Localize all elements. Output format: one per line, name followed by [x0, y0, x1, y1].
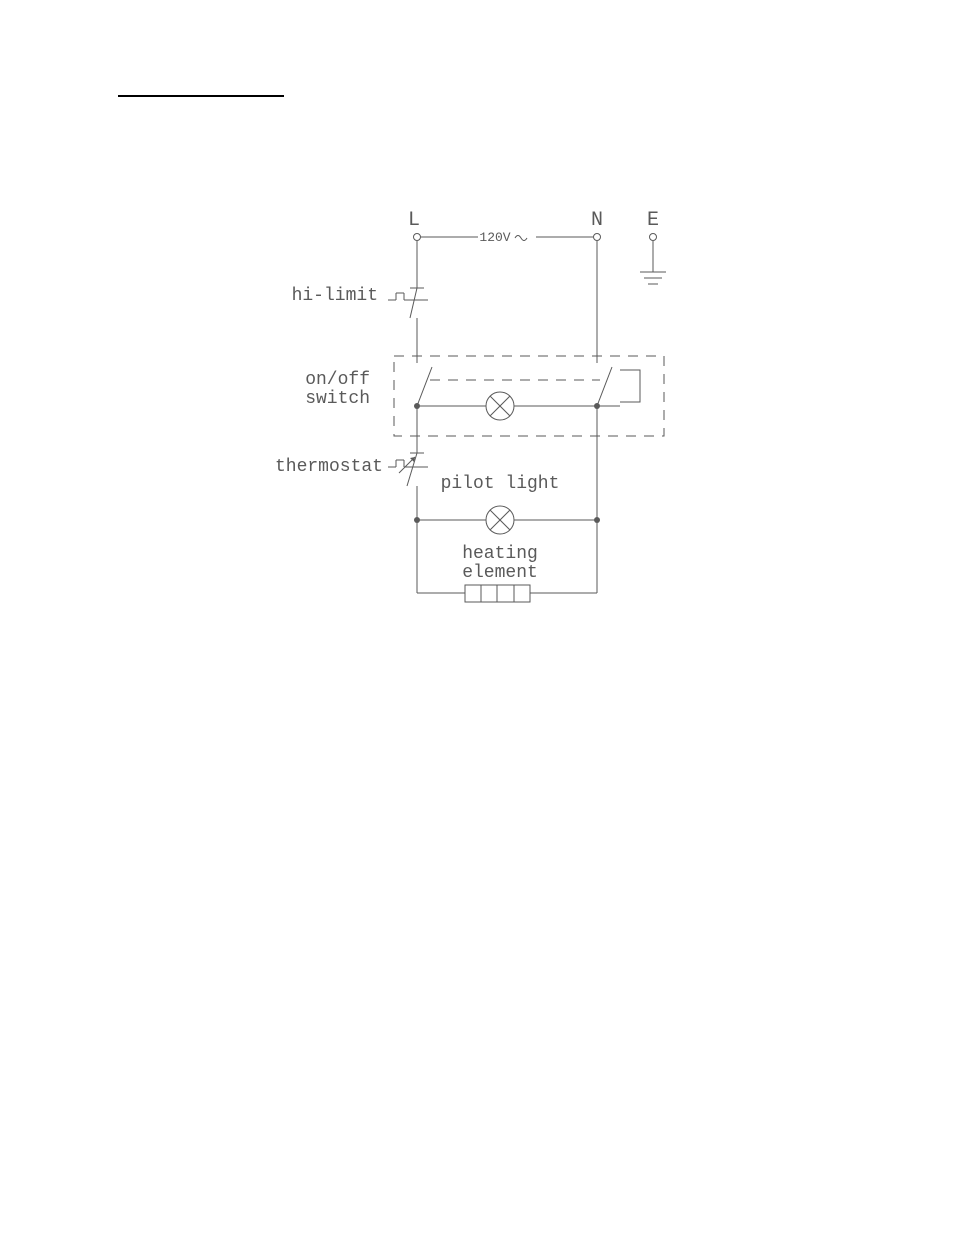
heating-label-1: heating — [462, 544, 538, 564]
terminal-e-circle — [650, 234, 657, 241]
terminal-l-label: L — [408, 209, 420, 232]
terminal-n-label: N — [591, 209, 603, 232]
voltage-label: 120V — [479, 230, 510, 245]
thermostat-label: thermostat — [275, 457, 383, 477]
thermostat-symbol — [388, 453, 428, 486]
onoff-label-1: on/off — [305, 370, 370, 390]
pilot-light-label: pilot light — [441, 474, 560, 494]
wiring-diagram: L N E 120V hi-limit on/off s — [0, 0, 954, 1235]
hi-limit-symbol — [388, 288, 428, 318]
hi-limit-label: hi-limit — [292, 286, 378, 306]
title-underline — [118, 95, 284, 97]
terminal-e-label: E — [647, 209, 659, 232]
heating-element-symbol — [465, 585, 530, 602]
onoff-enclosure — [394, 356, 664, 436]
terminal-n-circle — [594, 234, 601, 241]
onoff-label-2: switch — [305, 389, 370, 409]
heating-label-2: element — [462, 563, 538, 583]
onoff-left-contact — [417, 367, 432, 406]
onoff-right-contact — [597, 367, 612, 406]
onoff-link-bracket — [620, 370, 640, 402]
terminal-l-circle — [414, 234, 421, 241]
